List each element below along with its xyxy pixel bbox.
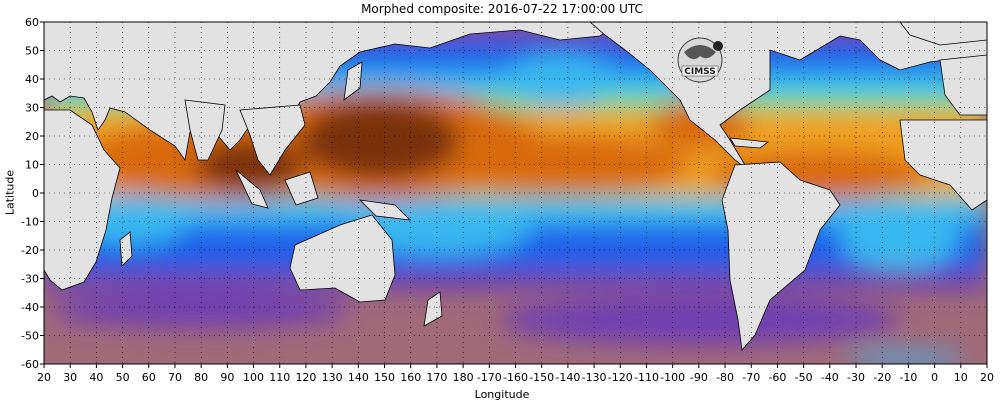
x-tick-label: -30 — [847, 371, 865, 384]
x-tick-label: -70 — [742, 371, 760, 384]
x-tick-label: -160 — [503, 371, 528, 384]
x-tick-label: -100 — [660, 371, 685, 384]
cimss-logo: CIMSS — [677, 37, 723, 83]
land-new-guinea — [358, 199, 412, 221]
y-tick-label: -40 — [21, 301, 39, 314]
land-europe — [939, 54, 987, 116]
land-australia — [289, 214, 396, 303]
land-japan — [343, 61, 363, 101]
x-tick-label: 90 — [220, 371, 234, 384]
x-tick-label: -120 — [608, 371, 633, 384]
land-sumatra — [235, 169, 269, 209]
y-tick-label: 10 — [25, 159, 39, 172]
y-axis-ticks: 60 50 40 30 20 10 0 -10 -20 -30 -40 -50 -60 — [21, 16, 44, 371]
x-tick-label: 50 — [116, 371, 130, 384]
x-tick-label: 180 — [453, 371, 474, 384]
y-axis-label: Latitude — [3, 169, 17, 216]
x-tick-label: -90 — [690, 371, 708, 384]
x-tick-label: 100 — [243, 371, 264, 384]
x-tick-label: 30 — [63, 371, 77, 384]
x-tick-label: -50 — [795, 371, 813, 384]
x-tick-label: -130 — [582, 371, 607, 384]
x-tick-label: 130 — [322, 371, 343, 384]
x-tick-label: 170 — [426, 371, 447, 384]
x-axis-label: Longitude — [474, 388, 530, 401]
x-tick-label: -140 — [555, 371, 580, 384]
y-tick-label: -30 — [21, 273, 39, 286]
x-tick-label: 140 — [348, 371, 369, 384]
land-borneo — [284, 171, 319, 206]
y-tick-label: -50 — [21, 330, 39, 343]
x-tick-label: -10 — [899, 371, 917, 384]
x-tick-label: 110 — [269, 371, 290, 384]
x-tick-label: -170 — [477, 371, 502, 384]
x-tick-label: 160 — [400, 371, 421, 384]
land-new-zealand — [423, 291, 443, 327]
y-tick-label: 20 — [25, 130, 39, 143]
map-title: Morphed composite: 2016-07-22 17:00:00 U… — [361, 2, 643, 16]
x-tick-label: 150 — [374, 371, 395, 384]
land-india — [184, 99, 226, 161]
x-tick-label: 60 — [142, 371, 156, 384]
graticule — [44, 22, 987, 364]
land-madagascar — [119, 231, 133, 267]
y-tick-label: 0 — [32, 187, 39, 200]
land-africa — [44, 109, 121, 291]
y-tick-label: 40 — [25, 73, 39, 86]
x-tick-label: -60 — [768, 371, 786, 384]
x-tick-label: 10 — [954, 371, 968, 384]
x-tick-label: 70 — [168, 371, 182, 384]
land-caribbean — [729, 137, 770, 149]
x-tick-label: 20 — [37, 371, 51, 384]
logo-text: CIMSS — [684, 67, 715, 77]
y-tick-label: 50 — [25, 45, 39, 58]
x-tick-label: 80 — [194, 371, 208, 384]
x-tick-label: 120 — [295, 371, 316, 384]
y-tick-label: -60 — [21, 358, 39, 371]
y-tick-label: -20 — [21, 244, 39, 257]
y-tick-label: -10 — [21, 216, 39, 229]
x-tick-label: -80 — [716, 371, 734, 384]
x-tick-label: 40 — [89, 371, 103, 384]
x-tick-label: -110 — [634, 371, 659, 384]
x-tick-label: -40 — [821, 371, 839, 384]
land-southeast-asia — [239, 104, 306, 176]
y-tick-label: 30 — [25, 102, 39, 115]
x-tick-label: 0 — [931, 371, 938, 384]
x-axis-ticks: 20 30 40 50 60 70 80 90 100 110 120 130 140 150 160 170… — [37, 364, 994, 384]
x-tick-label: 20 — [980, 371, 994, 384]
y-tick-label: 60 — [25, 16, 39, 29]
x-tick-label: -150 — [529, 371, 554, 384]
x-tick-label: -20 — [873, 371, 891, 384]
